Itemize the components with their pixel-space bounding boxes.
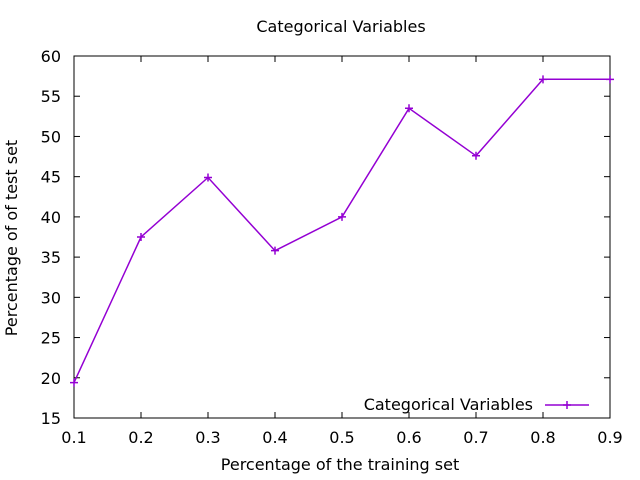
x-tick-label: 0.4 <box>262 428 287 447</box>
data-point-marker <box>338 212 346 221</box>
y-tick-label: 50 <box>41 127 61 146</box>
y-tick-label: 25 <box>41 329 61 348</box>
y-tick-label: 30 <box>41 288 61 307</box>
x-tick-label: 0.9 <box>597 428 622 447</box>
y-axis-label: Percentage of of test set <box>2 140 21 336</box>
data-point-marker <box>405 104 413 113</box>
data-point-marker <box>271 246 279 255</box>
data-point-marker <box>70 378 78 387</box>
x-tick-label: 0.8 <box>530 428 555 447</box>
x-tick-label: 0.5 <box>329 428 354 447</box>
x-tick-labels: 0.1 0.2 0.3 0.4 0.5 0.6 0.7 0.8 0.9 <box>61 428 622 447</box>
y-tick-label: 45 <box>41 168 61 187</box>
y-tick-label: 60 <box>41 47 61 66</box>
x-axis-label: Percentage of the training set <box>221 455 459 474</box>
data-point-marker <box>204 173 212 182</box>
x-tick-label: 0.7 <box>463 428 488 447</box>
legend: Categorical Variables <box>364 395 589 414</box>
series-line <box>73 78 610 383</box>
y-tick-label: 55 <box>41 87 61 106</box>
plot-frame <box>73 55 611 419</box>
chart-title: Categorical Variables <box>256 17 425 36</box>
series-layer <box>70 75 614 387</box>
data-point-marker <box>539 75 547 84</box>
y-tick-labels: 15 20 25 30 35 40 45 50 55 60 <box>41 47 61 428</box>
y-tick-label: 20 <box>41 369 61 388</box>
y-tick-label: 40 <box>41 208 61 227</box>
x-tick-label: 0.1 <box>61 428 86 447</box>
data-point-marker <box>472 151 480 160</box>
legend-marker <box>563 401 571 409</box>
x-tick-label: 0.2 <box>128 428 153 447</box>
data-point-marker <box>606 75 614 84</box>
data-point-marker <box>137 233 145 241</box>
x-tick-label: 0.6 <box>396 428 421 447</box>
legend-label: Categorical Variables <box>364 395 533 414</box>
axis-ticks <box>73 55 611 419</box>
y-tick-label: 35 <box>41 248 61 267</box>
x-tick-label: 0.3 <box>195 428 220 447</box>
y-tick-label: 15 <box>41 409 61 428</box>
